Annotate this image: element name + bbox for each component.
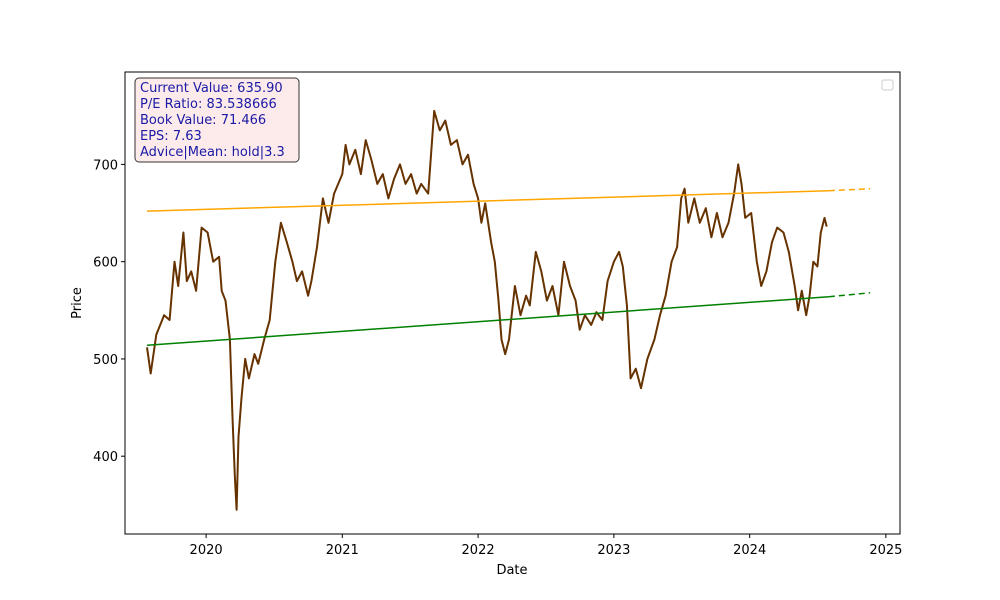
y-tick-label: 600 [93,256,118,271]
info-current-value: Current Value: 635.90 [140,81,283,96]
y-tick-label: 400 [93,450,118,465]
info-advice-mean: Advice|Mean: hold|3.3 [140,145,285,160]
x-tick-label: 2020 [190,543,223,558]
y-axis: 400 500 600 700 [93,158,125,465]
x-tick-label: 2025 [869,543,902,558]
series-price-line [146,109,828,511]
info-box: Current Value: 635.90 P/E Ratio: 83.5386… [134,77,300,163]
series-trend-lower-projection [828,292,871,298]
y-tick-label: 500 [93,353,118,368]
x-tick-label: 2023 [597,543,630,558]
y-tick-label: 700 [93,158,118,173]
series-trend-lower-line [146,295,829,347]
plot-area-frame [124,71,901,535]
info-book-value: Book Value: 71.466 [140,113,266,128]
series-trend-upper-projection [828,187,871,192]
info-pe-ratio: P/E Ratio: 83.538666 [140,97,277,112]
info-box-background [134,77,300,163]
info-eps: EPS: 7.63 [140,129,202,144]
legend-box [881,79,894,91]
series-trend-upper-line [146,189,829,212]
plot-layer [146,109,871,511]
y-axis-label: Price [70,287,85,319]
x-tick-label: 2021 [326,543,359,558]
x-tick-label: 2024 [733,543,766,558]
x-axis: 2020 2021 2022 2023 2024 2025 [190,534,902,558]
x-tick-label: 2022 [462,543,495,558]
x-axis-label: Date [496,563,527,578]
